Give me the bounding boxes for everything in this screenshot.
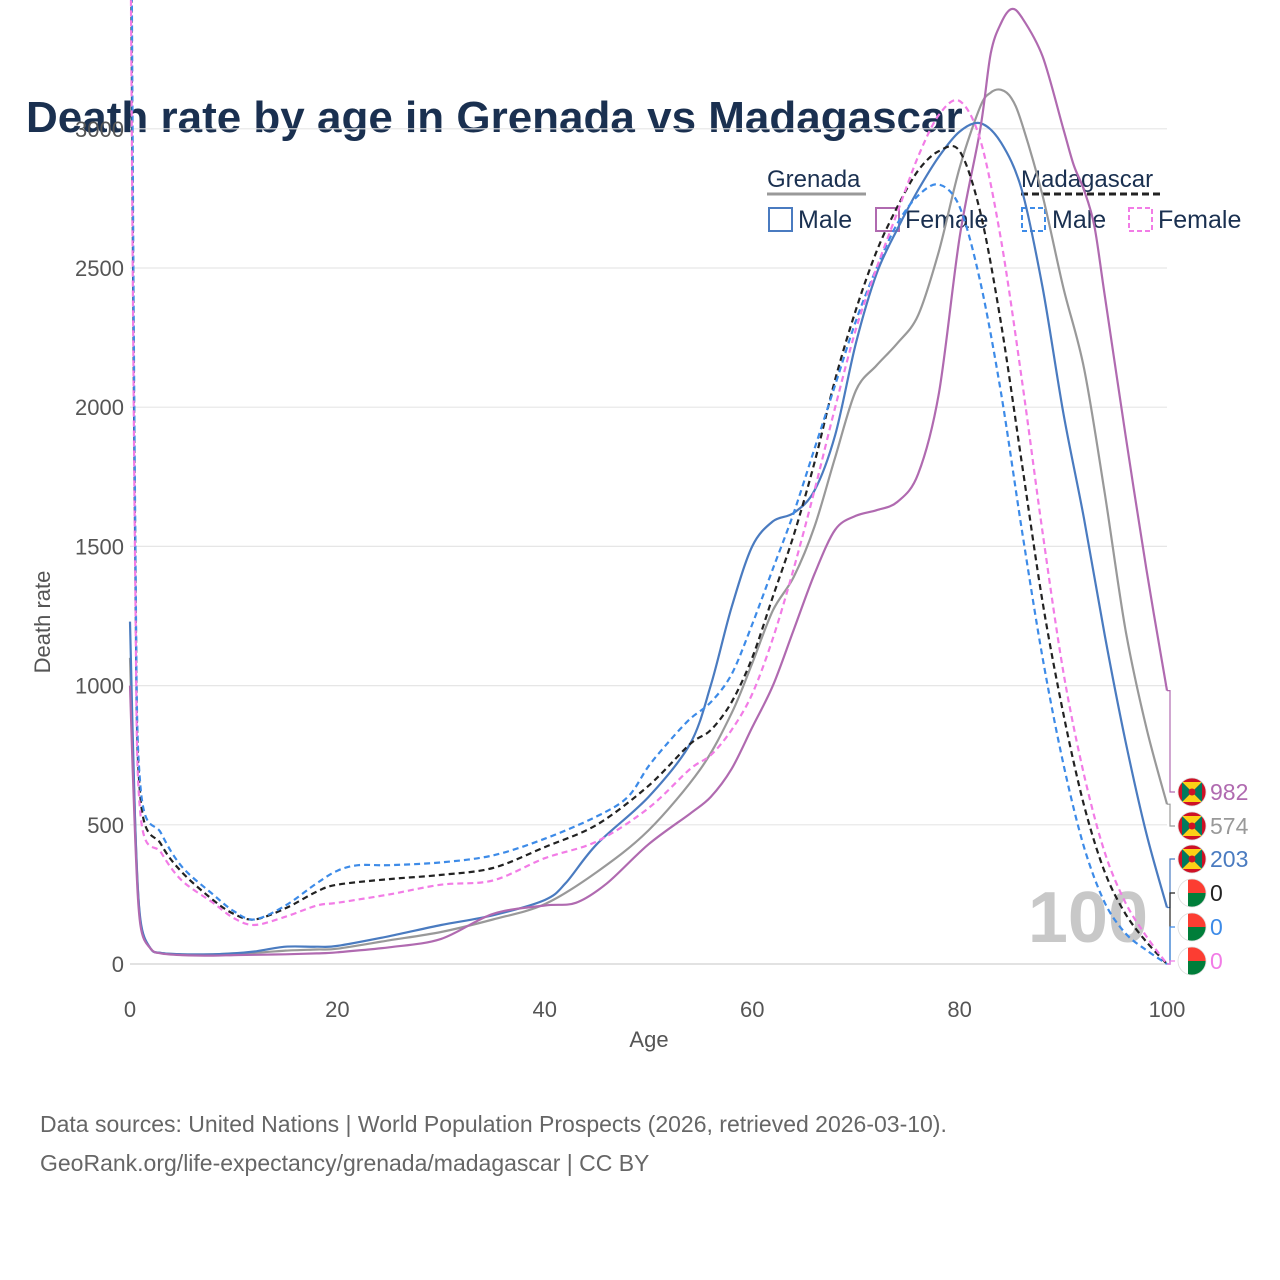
y-tick-label: 3500	[75, 0, 124, 3]
grenada-flag-icon	[1177, 811, 1207, 841]
y-tick-label: 2500	[75, 256, 124, 281]
grenada-flag-icon	[1177, 844, 1207, 874]
x-tick-label: 40	[533, 997, 557, 1022]
y-tick-label: 0	[112, 952, 124, 977]
y-tick-label: 3000	[75, 117, 124, 142]
end-labels: 982 574 203 0 0 0	[1167, 690, 1249, 976]
leader-line-grenada_male	[1167, 858, 1175, 909]
legend-swatch-madagascar-female	[1128, 207, 1153, 232]
end-value-madagascar_female: 0	[1210, 948, 1223, 974]
x-tick-label: 100	[1149, 997, 1186, 1022]
series-line-madagascar_male	[130, 0, 1168, 965]
legend-label-madagascar-female: Female	[1158, 206, 1241, 234]
source-line-2: GeoRank.org/life-expectancy/grenada/mada…	[40, 1150, 649, 1176]
leader-line-madagascar_total	[1167, 892, 1175, 965]
x-axis-ticks: 0 20 40 60 80 100	[124, 997, 1185, 1022]
y-tick-label: 2000	[75, 395, 124, 420]
series-line-madagascar_female	[129, 0, 1168, 965]
x-tick-label: 60	[740, 997, 764, 1022]
legend-swatch-grenada-male	[768, 207, 793, 232]
legend-label-madagascar-male: Male	[1052, 206, 1106, 234]
y-tick-label: 1000	[75, 674, 124, 699]
age-watermark: 100	[1028, 878, 1148, 958]
legend-swatch-madagascar-male	[1021, 207, 1046, 232]
leader-line-grenada_total	[1167, 803, 1175, 827]
chart-title: Death rate by age in Grenada vs Madagasc…	[26, 93, 963, 142]
legend-group-madagascar: Madagascar Male Female	[1021, 166, 1241, 234]
end-value-grenada_male: 203	[1210, 846, 1248, 872]
end-value-grenada_total: 574	[1210, 813, 1249, 839]
leader-line-madagascar_female	[1167, 960, 1175, 965]
series-line-madagascar_total	[130, 0, 1168, 965]
series-line-grenada_male	[128, 121, 1169, 956]
madagascar-flag-icon	[1177, 946, 1207, 976]
y-axis-label: Death rate	[30, 571, 55, 674]
y-axis-ticks: 050010001500200025003000350040004500	[75, 0, 124, 977]
legend-heading-madagascar: Madagascar	[1021, 166, 1153, 193]
leader-line-grenada_female	[1167, 690, 1175, 793]
end-value-madagascar_male: 0	[1210, 914, 1223, 940]
gridlines	[130, 128, 1167, 965]
madagascar-flag-icon	[1177, 878, 1207, 908]
x-axis-label: Age	[629, 1027, 668, 1052]
x-tick-label: 0	[124, 997, 136, 1022]
y-tick-label: 500	[87, 813, 124, 838]
legend-label-grenada-male: Male	[798, 206, 852, 234]
source-line-1: Data sources: United Nations | World Pop…	[40, 1111, 947, 1137]
madagascar-flag-icon	[1177, 912, 1207, 942]
x-tick-label: 20	[325, 997, 349, 1022]
leader-line-madagascar_male	[1167, 926, 1175, 965]
legend: Grenada Male Female Madagascar Male Fema…	[767, 166, 1241, 234]
grenada-flag-icon	[1177, 777, 1207, 807]
end-value-madagascar_total: 0	[1210, 880, 1223, 906]
legend-heading-grenada: Grenada	[767, 166, 861, 193]
series-line-grenada_female	[128, 7, 1169, 957]
end-value-grenada_female: 982	[1210, 779, 1248, 805]
y-tick-label: 1500	[75, 534, 124, 559]
x-tick-label: 80	[947, 997, 971, 1022]
series-lines	[128, 0, 1169, 965]
